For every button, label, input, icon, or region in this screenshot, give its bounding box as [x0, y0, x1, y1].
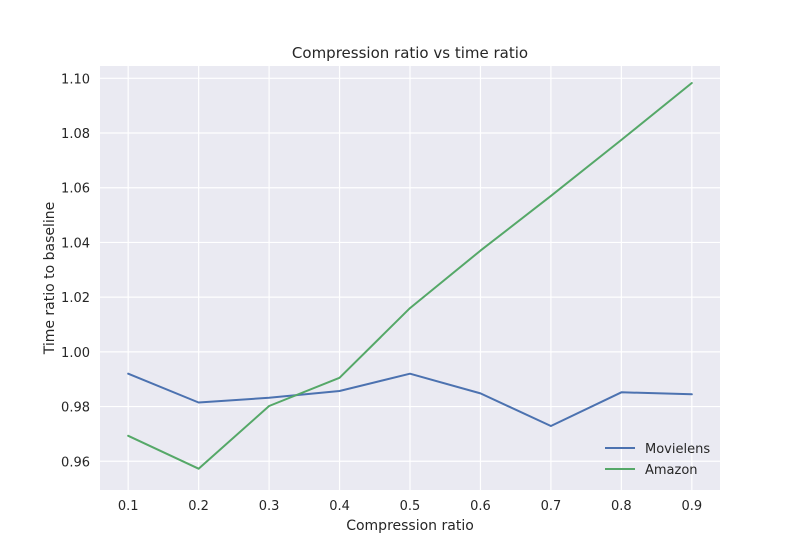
- legend: Movielens Amazon: [605, 442, 710, 478]
- series-line-movielens: [127, 372, 693, 427]
- x-tick-label: 0.8: [611, 499, 632, 514]
- y-tick-label: 0.98: [61, 401, 90, 416]
- series-lines: [127, 82, 693, 470]
- x-tick-label: 0.2: [188, 499, 209, 514]
- chart-title: Compression ratio vs time ratio: [292, 44, 528, 62]
- x-tick-label: 0.1: [118, 499, 139, 514]
- y-tick-label: 0.96: [61, 455, 90, 470]
- x-tick-label: 0.4: [329, 499, 350, 514]
- y-axis-label: Time ratio to baseline: [42, 202, 58, 356]
- x-axis-label: Compression ratio: [346, 518, 474, 534]
- x-tick-label: 0.6: [470, 499, 491, 514]
- x-tick-label: 0.9: [681, 499, 702, 514]
- y-tick-label: 1.00: [61, 346, 90, 361]
- legend-label-amazon: Amazon: [645, 463, 698, 478]
- x-tick-labels: 0.1 0.2 0.3 0.4 0.5 0.6 0.7 0.8 0.9: [118, 499, 702, 514]
- x-tick-label: 0.5: [400, 499, 421, 514]
- y-tick-label: 1.08: [61, 127, 90, 142]
- legend-label-movielens: Movielens: [645, 442, 710, 457]
- x-tick-label: 0.3: [259, 499, 280, 514]
- series-line-amazon: [127, 82, 693, 470]
- y-tick-labels: 0.96 0.98 1.00 1.02 1.04 1.06 1.08 1.10: [61, 72, 90, 470]
- y-tick-label: 1.06: [61, 182, 90, 197]
- y-tick-label: 1.04: [61, 236, 90, 251]
- grid: [100, 66, 720, 490]
- x-tick-label: 0.7: [541, 499, 562, 514]
- y-tick-label: 1.10: [61, 72, 90, 87]
- y-tick-label: 1.02: [61, 291, 90, 306]
